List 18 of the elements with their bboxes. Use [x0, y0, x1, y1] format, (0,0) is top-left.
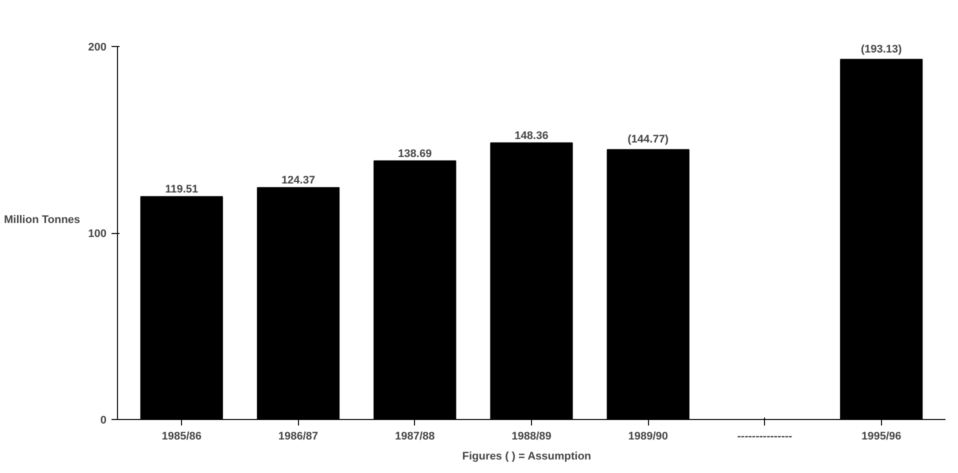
data-label: 119.51: [165, 184, 198, 196]
data-label: (144.77): [628, 134, 669, 146]
x-tick-label: 1995/96: [861, 430, 902, 442]
x-tick-label: ---------------: [737, 430, 793, 442]
data-label: 148.36: [514, 130, 548, 142]
x-tick-label: 1989/90: [628, 430, 668, 442]
x-tick-label: 1988/89: [512, 430, 552, 442]
x-tick-label: 1985/86: [162, 430, 202, 442]
data-label: 124.37: [281, 174, 316, 187]
y-tick-label: 100: [88, 228, 107, 240]
y-tick-label: 0: [100, 414, 107, 426]
data-label: 138.69: [398, 148, 432, 160]
data-label: (193.13): [860, 43, 902, 56]
x-tick-label: 1987/88: [395, 430, 435, 442]
x-tick-label: 1986/87: [278, 430, 318, 442]
y-axis-title: Million Tonnes: [4, 214, 80, 226]
y-tick-label: 200: [88, 42, 107, 54]
x-axis-title: Figures ( ) = Assumption: [462, 450, 592, 462]
